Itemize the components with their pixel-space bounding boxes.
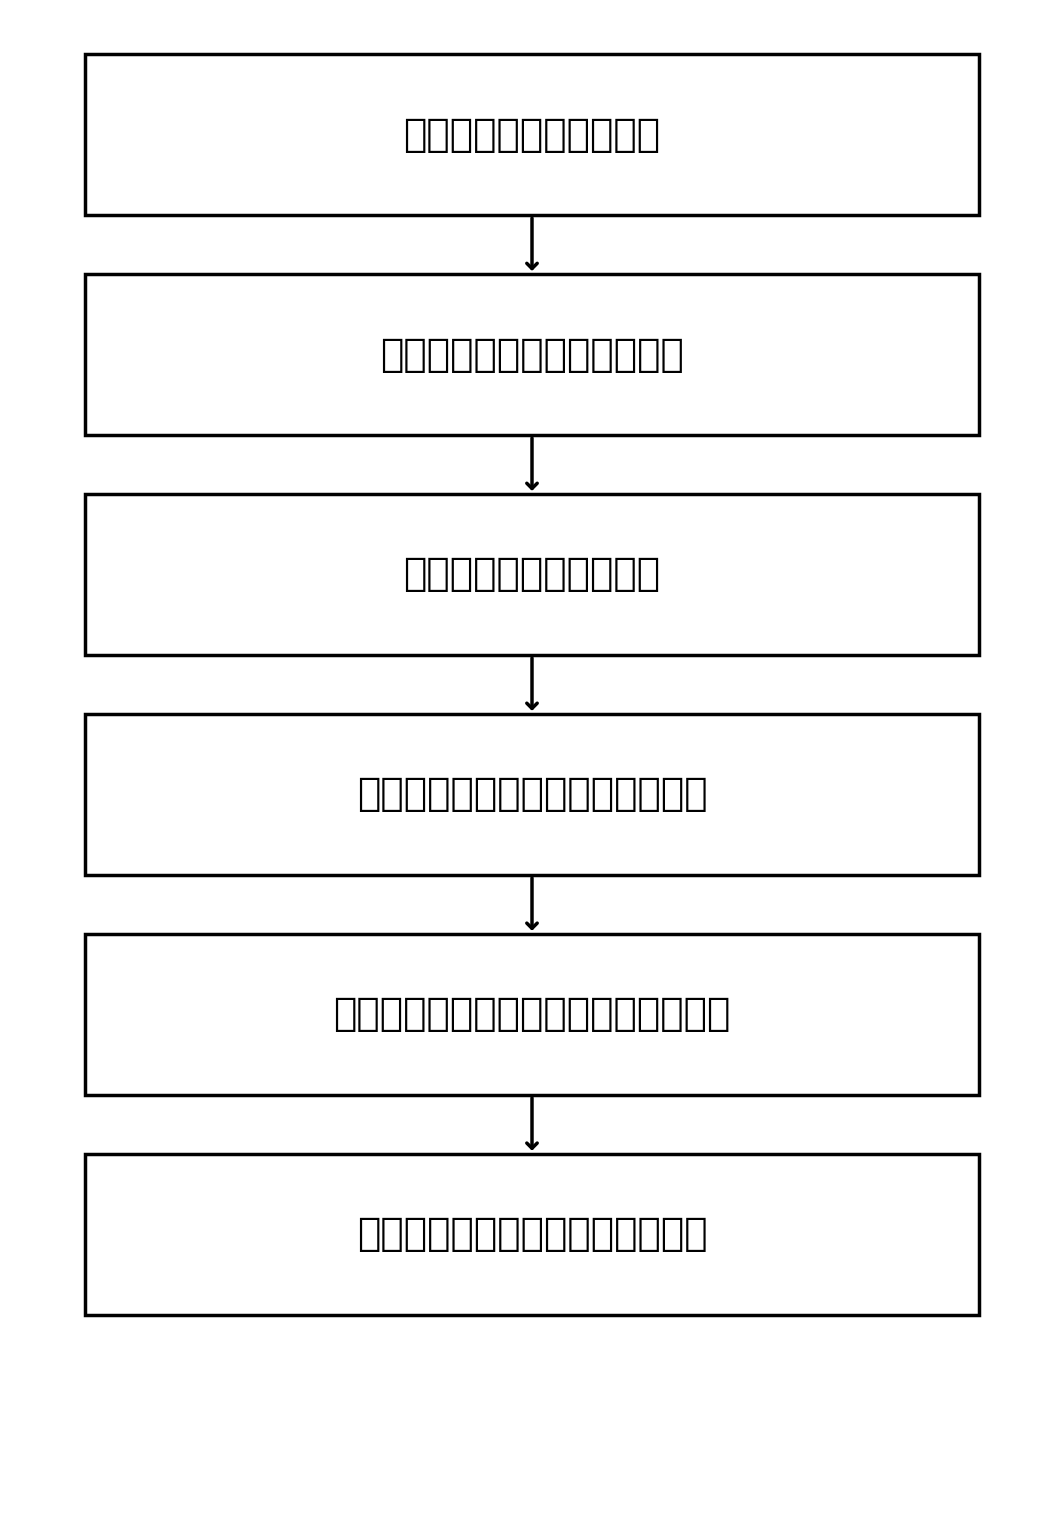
Text: 以掩膜微球作为掩膜版刻蚀贵金属薄膜: 以掩膜微球作为掩膜版刻蚀贵金属薄膜 [333,995,731,1034]
Text: 设计金属新月阵列的参数: 设计金属新月阵列的参数 [403,115,661,154]
Text: 表面倾斜，离子束溅射贵金属薄膜: 表面倾斜，离子束溅射贵金属薄膜 [356,775,708,814]
Bar [85,714,979,875]
Bar [85,274,979,435]
Text: 去除掩膜微球，得到金属新月阵列: 去除掩膜微球，得到金属新月阵列 [356,1215,708,1253]
Bar [85,1154,979,1315]
Bar [85,934,979,1095]
Text: 刻蚀掩膜微球，直径变小: 刻蚀掩膜微球，直径变小 [403,555,661,594]
Bar [85,494,979,655]
Bar [85,54,979,215]
Text: 掩膜微球形成单层密堆积阵列: 掩膜微球形成单层密堆积阵列 [380,335,684,374]
